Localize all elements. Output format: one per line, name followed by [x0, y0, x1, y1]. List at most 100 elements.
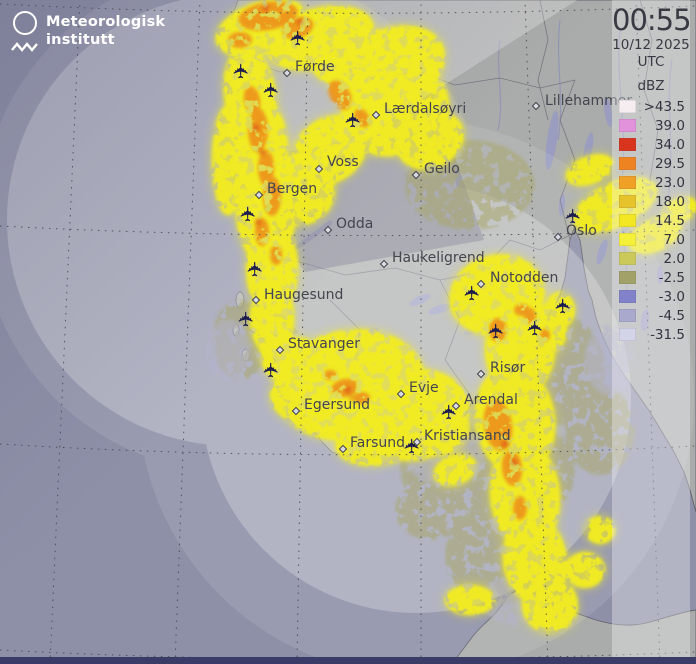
legend-swatch	[619, 157, 636, 170]
town-marker	[476, 369, 486, 379]
airport-icon: ✈	[286, 30, 310, 47]
town-marker	[411, 170, 421, 180]
legend-swatch	[619, 176, 636, 189]
legend-swatch	[619, 100, 636, 113]
legend-value: -2.5	[658, 269, 685, 286]
airport-icon: ✈	[259, 362, 283, 379]
legend-row: -3.0	[612, 287, 690, 306]
airport-icon: ✈	[236, 206, 260, 223]
town-label-evje: Evje	[409, 380, 439, 396]
bottom-bar	[0, 657, 696, 664]
logo-wave-icon	[11, 42, 38, 52]
legend-row: 34.0	[612, 135, 690, 154]
airport-icons: ✈ ✈ ✈ ✈ ✈ ✈ ✈ ✈ ✈ ✈ ✈ ✈ ✈ ✈ ✈	[229, 30, 585, 455]
legend-row: 29.5	[612, 154, 690, 173]
town-marker	[531, 101, 541, 111]
airport-icon: ✈	[341, 112, 365, 129]
town-label-lillehammer: Lillehammer	[545, 93, 632, 109]
legend-value: >43.5	[643, 98, 685, 115]
date-label: 10/12 2025	[612, 37, 690, 53]
town-label-arendal: Arendal	[464, 392, 518, 408]
town-label-laerdalsoyri: Lærdalsøyri	[384, 101, 466, 117]
town-marker	[412, 437, 422, 447]
timezone-label: UTC	[637, 54, 665, 70]
dbz-legend: >43.5 39.0 34.0 29.5 23.0 18.0 14.5 7.0 …	[612, 97, 690, 344]
airport-icon: ✈	[229, 63, 253, 80]
logo-mark	[10, 8, 46, 56]
town-label-stavanger: Stavanger	[288, 336, 360, 352]
legend-row: -2.5	[612, 268, 690, 287]
legend-swatch	[619, 309, 636, 322]
legend-value: -3.0	[658, 288, 685, 305]
town-marker	[338, 444, 348, 454]
airport-icon: ✈	[259, 82, 283, 99]
airport-icon: ✈	[561, 208, 585, 225]
town-marker	[314, 164, 324, 174]
town-label-voss: Voss	[327, 154, 359, 170]
logo-circle-icon	[13, 11, 37, 35]
legend-value: -31.5	[650, 326, 685, 343]
town-marker	[371, 110, 381, 120]
legend-swatch	[619, 233, 636, 246]
legend-value: 14.5	[654, 212, 685, 229]
precipitation-layer	[208, 0, 696, 634]
town-marker	[275, 345, 285, 355]
logo-text: Meteorologisk institutt	[46, 8, 165, 56]
legend-row: 18.0	[612, 192, 690, 211]
airport-icon: ✈	[234, 311, 258, 328]
legend-value: -4.5	[658, 307, 685, 324]
town-marker	[553, 232, 563, 242]
town-label-egersund: Egersund	[304, 397, 370, 413]
legend-value: 34.0	[654, 136, 685, 153]
town-marker	[396, 389, 406, 399]
airport-icon: ✈	[484, 323, 508, 340]
town-label-geilo: Geilo	[424, 161, 460, 177]
legend-swatch	[619, 271, 636, 284]
town-label-bergen: Bergen	[267, 181, 317, 197]
legend-swatch	[619, 290, 636, 303]
town-label-risor: Risør	[490, 360, 525, 376]
legend-row: 14.5	[612, 211, 690, 230]
met-institute-logo: Meteorologisk institutt	[10, 8, 165, 56]
legend-row: -4.5	[612, 306, 690, 325]
town-marker	[254, 190, 264, 200]
legend-swatch	[619, 252, 636, 265]
town-label-farsund: Farsund	[350, 435, 405, 451]
legend-swatch	[619, 195, 636, 208]
town-label-kristiansand: Kristiansand	[424, 428, 511, 444]
town-label-forde: Førde	[295, 59, 335, 75]
town-marker	[379, 259, 389, 269]
legend-swatch	[619, 328, 636, 341]
town-marker	[291, 406, 301, 416]
legend-row: 39.0	[612, 116, 690, 135]
town-label-oslo: Oslo	[566, 223, 597, 239]
intense-echo-specks	[253, 5, 517, 465]
town-labels: Førde Lærdalsøyri Voss Geilo Bergen Odda…	[264, 59, 632, 451]
legend-swatch	[619, 214, 636, 227]
legend-row: >43.5	[612, 97, 690, 116]
town-label-haugesund: Haugesund	[264, 287, 343, 303]
legend-row: 23.0	[612, 173, 690, 192]
legend-value: 2.0	[663, 250, 685, 267]
airport-icon: ✈	[460, 285, 484, 302]
town-label-odda: Odda	[336, 216, 373, 232]
town-marker	[451, 401, 461, 411]
town-marker	[476, 279, 486, 289]
airport-icon: ✈	[523, 320, 547, 337]
legend-row: -31.5	[612, 325, 690, 344]
legend-title: dBZ	[637, 78, 665, 94]
clock-time: 00:55	[612, 3, 692, 37]
airport-icon: ✈	[551, 298, 575, 315]
legend-value: 39.0	[654, 117, 685, 134]
town-marker	[323, 225, 333, 235]
town-marker	[282, 68, 292, 78]
legend-swatch	[619, 138, 636, 151]
logo-text-line2: institutt	[46, 32, 115, 48]
town-label-haukeligrend: Haukeligrend	[392, 250, 485, 266]
logo-text-line1: Meteorologisk	[46, 14, 166, 30]
town-label-notodden: Notodden	[490, 270, 558, 286]
legend-value: 29.5	[654, 155, 685, 172]
